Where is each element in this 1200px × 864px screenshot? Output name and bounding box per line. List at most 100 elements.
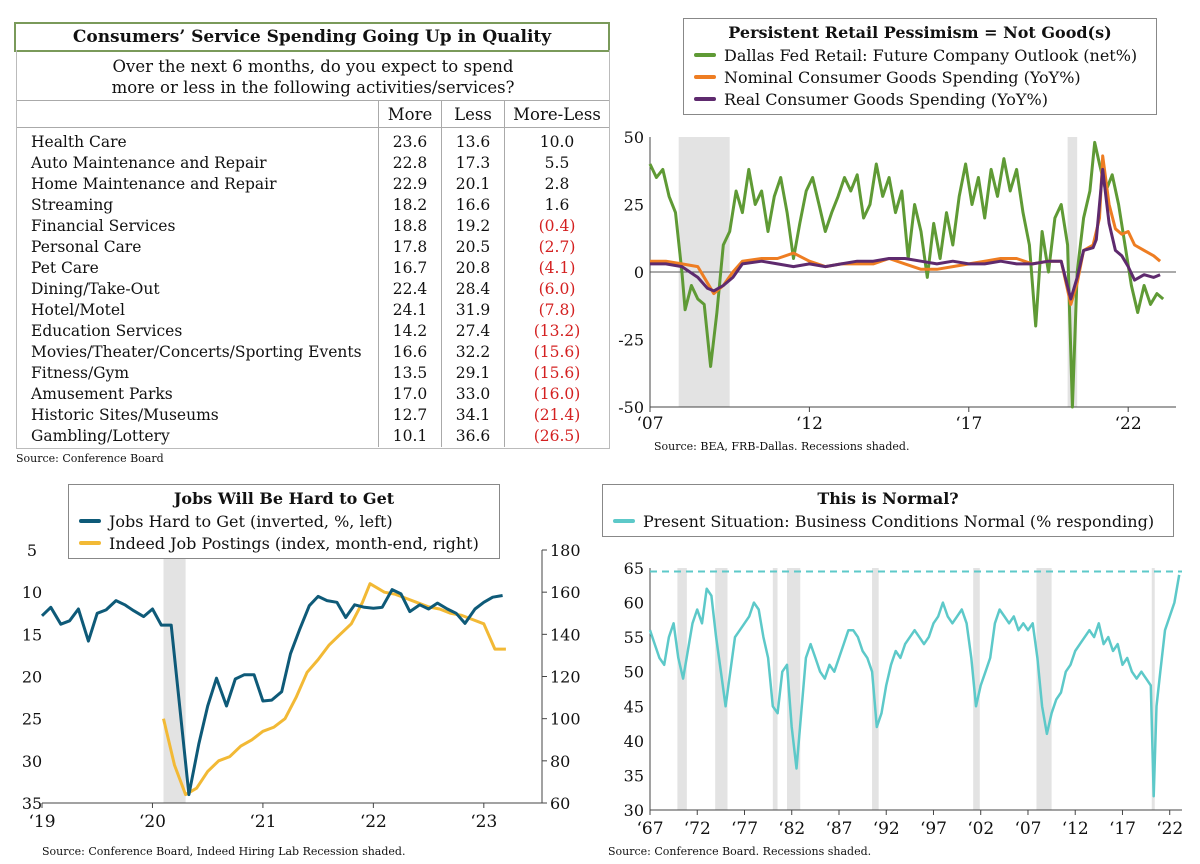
row-less: 31.9 [441,300,505,321]
left-y-tick-label: 35 [22,794,42,813]
col-header-more: More [378,100,442,128]
row-diff: (0.4) [538,217,576,235]
x-tick-label: ‘20 [139,812,166,832]
services-table: More Less More-Less Health Care 23.6 13.6 1… [17,100,609,447]
row-less: 13.6 [441,127,505,153]
row-less: 32.2 [441,342,505,363]
row-more: 24.1 [378,300,442,321]
row-more: 18.2 [378,195,442,216]
legend-item-dallas: Dallas Fed Retail: Future Company Outloo… [684,44,1156,66]
row-label: Gambling/Lottery [17,426,379,447]
table-row: Historic Sites/Museums 12.7 34.1 (21.4) [17,405,609,426]
y-tick-label: 50 [624,663,644,682]
row-less: 27.4 [441,321,505,342]
x-tick-label: ‘77 [731,819,758,839]
legend-swatch-teal [79,519,101,523]
row-diff: (2.7) [538,238,576,256]
x-tick-label: ‘07 [636,414,663,434]
x-tick-label: ‘12 [1062,819,1089,839]
panel1-question: Over the next 6 months, do you expect to… [17,56,609,98]
x-tick-label: ‘17 [1109,819,1136,839]
right-y-tick-label: 140 [550,625,581,644]
table-row: Amusement Parks 17.0 33.0 (16.0) [17,384,609,405]
x-tick-label: ‘92 [873,819,900,839]
series-line-normal [648,574,1181,798]
row-less: 29.1 [441,363,505,384]
recession-shade [1151,568,1155,810]
row-less: 16.6 [441,195,505,216]
row-diff: (13.2) [533,322,581,340]
row-more: 17.8 [378,237,442,258]
row-diff: 10.0 [539,133,575,151]
y-tick-label: 60 [624,594,644,613]
x-tick-label: ‘22 [360,812,387,832]
series-line-2 [650,167,1161,301]
row-less: 19.2 [441,216,505,237]
panel4-legend: This is Normal? Present Situation: Busin… [602,484,1174,537]
table-header-row: More Less More-Less [17,100,609,128]
panel2-source: Source: BEA, FRB-Dallas. Recessions shad… [654,440,910,453]
row-more: 13.5 [378,363,442,384]
row-less: 28.4 [441,279,505,300]
legend-item-real: Real Consumer Goods Spending (YoY%) [684,88,1156,110]
table-row: Dining/Take-Out 22.4 28.4 (6.0) [17,279,609,300]
panel3-title: Jobs Will Be Hard to Get [173,489,395,508]
row-more: 22.9 [378,174,442,195]
row-label: Historic Sites/Museums [17,405,379,426]
row-diff: (7.8) [538,301,576,319]
series-line-jobs-hard [40,588,503,797]
row-more: 14.2 [378,321,442,342]
x-tick-label: ‘67 [636,819,663,839]
table-row: Personal Care 17.8 20.5 (2.7) [17,237,609,258]
table-row: Education Services 14.2 27.4 (13.2) [17,321,609,342]
col-header-item [17,100,379,128]
recession-shade [715,568,728,810]
row-label: Amusement Parks [17,384,379,405]
col-header-more-less: More-Less [504,100,609,128]
row-more: 23.6 [378,127,442,153]
table-row: Gambling/Lottery 10.1 36.6 (26.5) [17,426,609,447]
y-tick-label: 55 [624,628,644,647]
right-y-tick-label: 180 [550,541,581,560]
panel4-title: This is Normal? [817,489,959,508]
y-tick-label: 25 [624,196,644,215]
panel1-title: Consumers’ Service Spending Going Up in … [14,22,610,52]
y-tick-label: 50 [624,128,644,147]
legend-label-real: Real Consumer Goods Spending (YoY%) [724,89,1048,109]
left-y-tick-label: 10 [22,583,42,602]
legend-swatch-orange [694,75,716,79]
panel1-source: Source: Conference Board [16,452,164,465]
table-row: Home Maintenance and Repair 22.9 20.1 2.8 [17,174,609,195]
legend-item-indeed: Indeed Job Postings (index, month-end, r… [69,532,499,554]
right-y-tick-label: 100 [550,710,581,729]
series-line-indeed [162,582,506,797]
x-tick-label: ‘21 [249,812,276,832]
row-more: 16.7 [378,258,442,279]
table-row: Movies/Theater/Concerts/Sporting Events 1… [17,342,609,363]
y-tick-label: 30 [624,801,644,820]
row-more: 12.7 [378,405,442,426]
x-tick-label: ‘12 [796,414,823,434]
right-y-tick-label: 80 [550,752,570,771]
left-y-tick-label: 25 [22,710,42,729]
left-y-tick-label: 20 [22,668,42,687]
row-less: 20.5 [441,237,505,258]
row-label: Health Care [17,127,379,153]
y-tick-label: 45 [624,697,644,716]
right-y-tick-label: 60 [550,794,570,813]
row-less: 20.8 [441,258,505,279]
series-line-1 [650,154,1162,306]
left-y-tick-label: 5 [27,541,37,560]
x-tick-label: ‘23 [470,812,497,832]
row-more: 10.1 [378,426,442,447]
legend-label-jobs-hard: Jobs Hard to Get (inverted, %, left) [109,511,393,531]
panel4-source: Source: Conference Board. Recessions sha… [608,845,872,858]
recession-shade [677,568,687,810]
row-diff: 5.5 [544,154,570,172]
legend-swatch-yellow [79,541,101,545]
row-diff: (15.6) [533,343,581,361]
row-label: Education Services [17,321,379,342]
row-diff: 1.6 [544,196,570,214]
row-less: 20.1 [441,174,505,195]
table-row: Health Care 23.6 13.6 10.0 [17,127,609,153]
